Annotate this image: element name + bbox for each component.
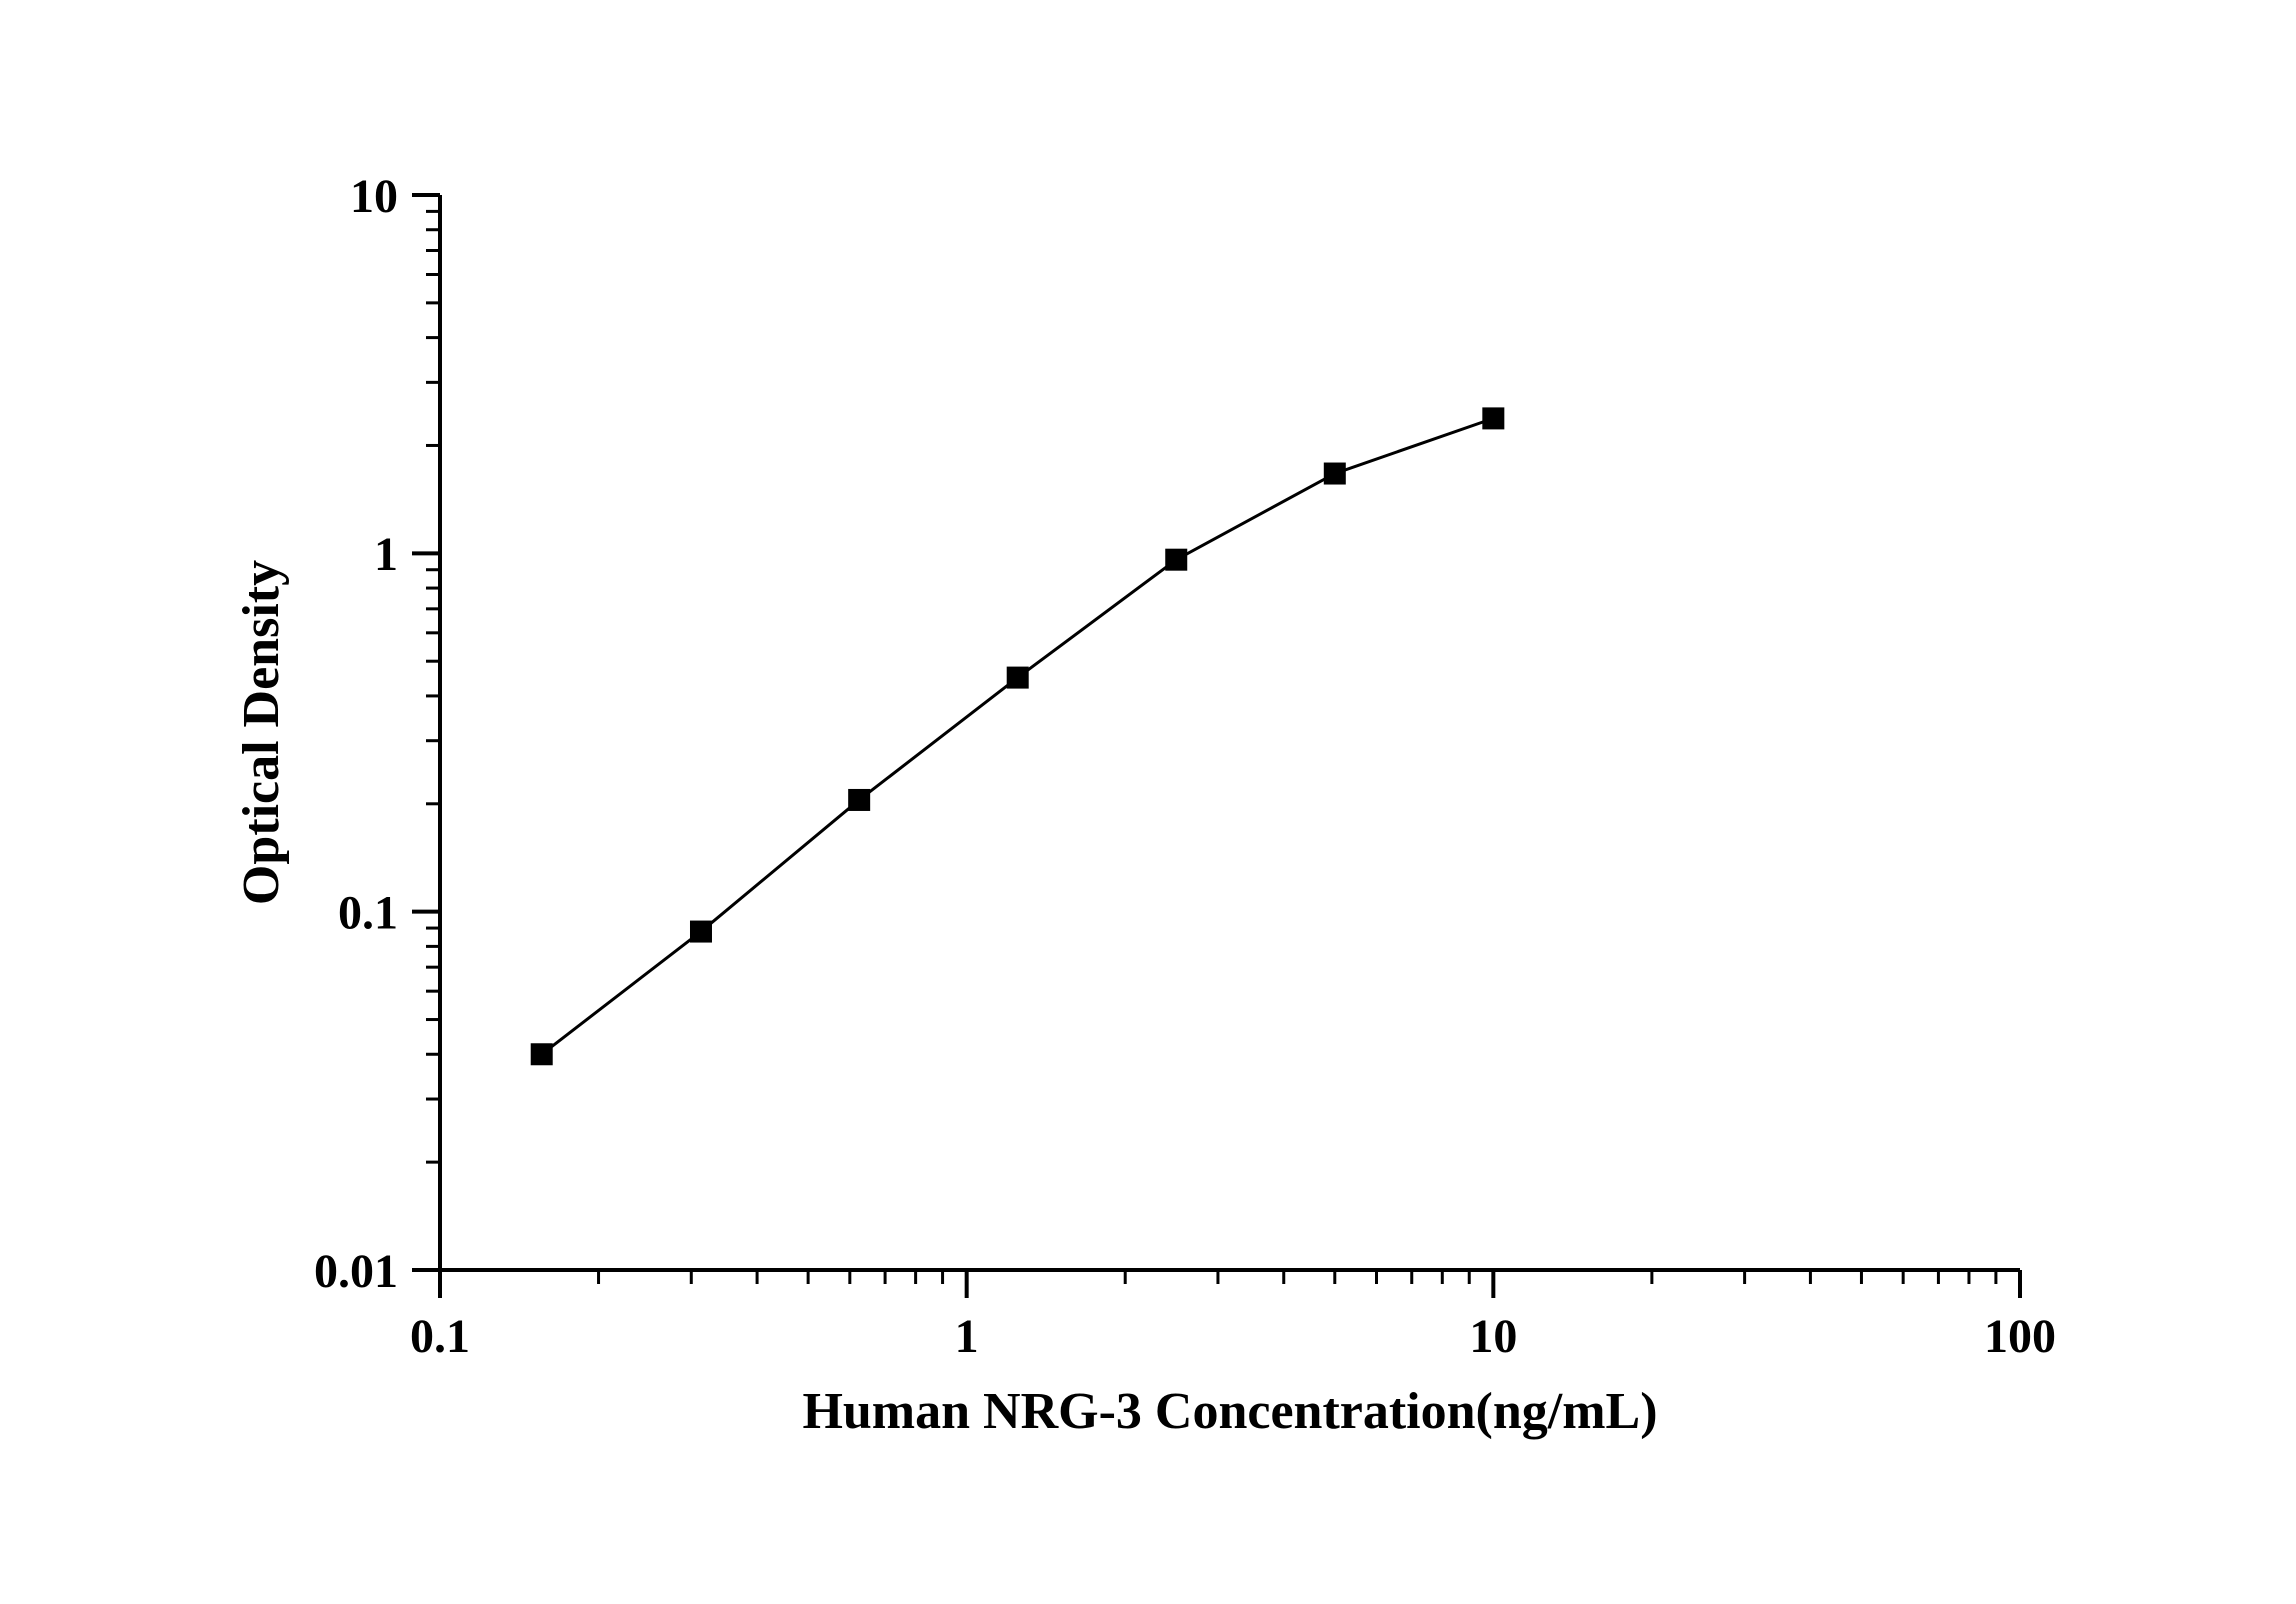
y-tick-label: 0.1 [338,886,398,939]
x-axis-label: Human NRG-3 Concentration(ng/mL) [802,1383,1657,1440]
data-marker [531,1043,553,1065]
y-tick-label: 10 [350,170,398,223]
data-marker [1324,463,1346,485]
y-tick-label: 1 [374,528,398,581]
chart-container: 0.11101000.010.1110Human NRG-3 Concentra… [0,0,2296,1604]
data-marker [1482,407,1504,429]
y-axis-label: Optical Density [233,560,290,905]
standard-curve-chart: 0.11101000.010.1110Human NRG-3 Concentra… [0,0,2296,1604]
x-tick-label: 100 [1984,1310,2056,1363]
data-marker [1165,549,1187,571]
x-tick-label: 1 [955,1310,979,1363]
data-marker [1007,667,1029,689]
y-tick-label: 0.01 [314,1245,398,1298]
data-marker [848,789,870,811]
data-marker [690,921,712,943]
x-tick-label: 10 [1469,1310,1517,1363]
chart-background [0,0,2296,1604]
x-tick-label: 0.1 [410,1310,470,1363]
